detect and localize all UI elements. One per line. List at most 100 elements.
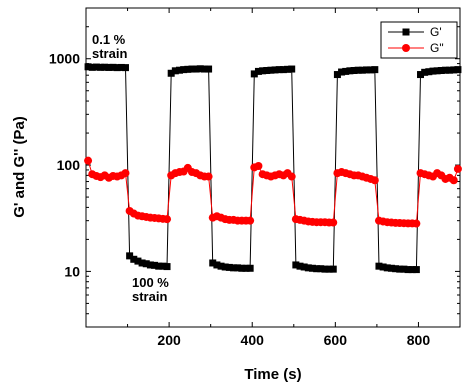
g-prime-point [184, 65, 192, 73]
g-prime-point [396, 265, 404, 273]
g-prime-point [321, 265, 329, 273]
g-prime-point [246, 264, 254, 272]
g-prime-point [454, 66, 462, 74]
g-prime-point [192, 65, 200, 73]
g-prime-point [412, 266, 420, 274]
g-prime-point [433, 67, 441, 75]
g-prime-point [146, 261, 154, 269]
g-prime-point [121, 64, 129, 72]
g-prime-point [250, 70, 258, 78]
g-double-prime-point [204, 172, 213, 181]
g-double-prime-point [453, 164, 462, 173]
g-prime-point [275, 66, 283, 74]
low-strain-annotation-line2: strain [92, 46, 127, 61]
g-prime-point [138, 259, 146, 267]
legend-gdoubleprime-label: G" [430, 41, 444, 55]
g-prime-point [354, 66, 362, 74]
g-prime-point [171, 67, 179, 75]
g-double-prime-point [412, 219, 421, 228]
y-tick-label: 10 [64, 263, 80, 279]
g-prime-point [441, 66, 449, 74]
legend-gdoubleprime-marker [402, 44, 410, 52]
g-prime-point [101, 63, 109, 71]
g-prime-point [379, 263, 387, 271]
g-prime-point [259, 67, 267, 75]
g-prime-point [288, 65, 296, 73]
g-prime-point [367, 66, 375, 74]
g-prime-point [308, 264, 316, 272]
x-tick-label: 200 [157, 332, 181, 348]
g-prime-point [109, 63, 117, 71]
g-prime-point [350, 67, 358, 75]
g-prime-point [230, 264, 238, 272]
g-prime-point [155, 262, 163, 270]
g-prime-point [92, 63, 100, 71]
g-prime-point [97, 63, 105, 71]
g-prime-point [317, 265, 325, 273]
g-prime-point [126, 252, 134, 260]
x-axis-ticks: 200 400 600 800 [127, 8, 430, 348]
g-prime-point [213, 261, 221, 269]
g-prime-point [383, 264, 391, 272]
g-prime-point [304, 264, 312, 272]
g-prime-point [387, 264, 395, 272]
g-prime-point [167, 69, 175, 77]
high-strain-annotation-line2: strain [132, 289, 167, 304]
g-prime-point [400, 265, 408, 273]
g-prime-point [325, 265, 333, 273]
g-prime-point [338, 68, 346, 76]
g-prime-point [446, 66, 454, 74]
g-prime-point [188, 65, 196, 73]
g-prime-point [333, 71, 341, 79]
g-prime-point [271, 66, 279, 74]
plot-area [84, 63, 462, 274]
g-prime-point [313, 265, 321, 273]
g-prime-point [200, 65, 208, 73]
g-prime-point [151, 261, 159, 269]
g-prime-point [105, 63, 113, 71]
g-prime-point [425, 68, 433, 76]
g-prime-point [342, 67, 350, 75]
g-prime-point [404, 266, 412, 274]
g-prime-point [292, 261, 300, 269]
g-prime-point [130, 255, 138, 263]
g-prime-point [225, 263, 233, 271]
g-prime-point [142, 260, 150, 268]
g-prime-point [163, 263, 171, 271]
g-double-prime-point [287, 172, 296, 181]
g-prime-point [437, 67, 445, 75]
g-double-prime-point [329, 218, 338, 227]
g-prime-point [267, 66, 275, 74]
g-prime-point [408, 266, 416, 274]
g-double-prime-point [84, 156, 93, 165]
g-prime-point [279, 66, 287, 74]
g-prime-point [217, 262, 225, 270]
g-double-prime-point [254, 162, 263, 171]
g-prime-point [205, 65, 213, 73]
y-tick-label: 100 [57, 157, 81, 173]
g-prime-point [84, 63, 92, 71]
g-prime-point [221, 263, 229, 271]
g-prime-point [375, 262, 383, 270]
g-double-prime-point [163, 215, 172, 224]
g-prime-point [176, 66, 183, 74]
g-prime-point [284, 65, 292, 73]
low-strain-annotation-line1: 0.1 % [92, 32, 126, 47]
g-prime-point [421, 68, 429, 76]
g-prime-point [392, 265, 400, 273]
g-prime-point [180, 66, 188, 74]
g-prime-point [296, 262, 304, 270]
y-axis-ticks: 10 100 1000 [49, 7, 460, 328]
legend-gprime-label: G' [430, 25, 442, 39]
g-prime-point [134, 257, 142, 265]
g-prime-point [450, 66, 458, 74]
g-prime-point [371, 66, 379, 74]
g-prime-point [238, 264, 246, 272]
g-prime-point [429, 67, 437, 75]
g-prime-point [113, 64, 121, 72]
g-prime-point [209, 259, 217, 267]
x-tick-label: 400 [241, 332, 265, 348]
g-prime-point [117, 63, 125, 71]
g-prime-point [417, 71, 425, 79]
